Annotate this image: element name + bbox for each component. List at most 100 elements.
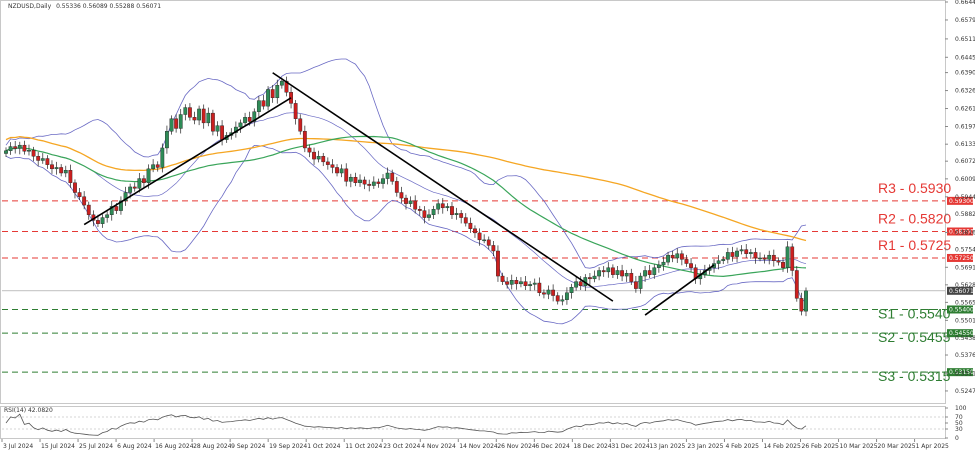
time-tick-label: 14 Nov 2024 xyxy=(459,443,498,450)
time-tick-label: 28 Aug 2024 xyxy=(193,443,232,450)
candle-body xyxy=(624,273,629,277)
price-tick-label: 0.56285 xyxy=(955,282,975,289)
candle-body xyxy=(790,246,795,271)
rsi-line xyxy=(5,413,807,436)
time-tick-label: 1 Oct 2024 xyxy=(307,443,340,450)
candle-body xyxy=(606,267,611,273)
candle-body xyxy=(794,270,799,299)
level-tag-text: 0.59300 xyxy=(949,198,974,205)
candle-body xyxy=(312,151,316,160)
candle-body xyxy=(45,158,50,165)
price-tick-label: 0.64455 xyxy=(955,54,975,61)
level-tag-text: 0.53150 xyxy=(949,369,974,376)
time-tick-label: 4 Feb 2025 xyxy=(725,443,759,450)
trendline xyxy=(644,264,715,316)
candle-body xyxy=(744,249,749,254)
candle-body xyxy=(31,149,36,157)
candle-body xyxy=(169,118,174,132)
candle-body xyxy=(293,103,298,119)
time-tick-label: 3 Jul 2024 xyxy=(3,443,33,450)
level-label-r1: R1 - 0.5725 xyxy=(878,237,951,253)
candle-body xyxy=(40,158,45,161)
candle-body xyxy=(146,168,151,183)
price-tick-label: 0.63905 xyxy=(955,70,975,77)
candle-body xyxy=(50,164,54,170)
candle-body xyxy=(454,213,459,215)
candle-body xyxy=(256,100,261,112)
candle-body xyxy=(210,112,215,132)
level-tag-s1 xyxy=(947,305,973,314)
time-tick-label: 9 Sep 2024 xyxy=(231,443,265,450)
level-tag-r1 xyxy=(947,253,973,262)
candle-body xyxy=(666,254,670,263)
candle-body xyxy=(321,156,326,163)
bollinger-middle xyxy=(5,112,807,288)
candle-body xyxy=(753,252,758,259)
candle-body xyxy=(371,181,376,186)
current-price-text: 0.56071 xyxy=(949,288,974,295)
level-tag-text: 0.57250 xyxy=(949,255,974,262)
candle-body xyxy=(137,178,142,189)
level-tag-s3 xyxy=(947,368,973,377)
candle-body xyxy=(542,292,546,295)
candle-body xyxy=(119,200,123,211)
candle-body xyxy=(597,270,602,277)
candle-body xyxy=(408,200,413,204)
time-tick-label: 18 Dec 2024 xyxy=(573,443,612,450)
candle-body xyxy=(574,281,579,288)
candle-body xyxy=(197,108,202,121)
candle-body xyxy=(537,282,542,293)
time-tick-label: 4 Nov 2024 xyxy=(421,443,456,450)
candle-body xyxy=(165,131,169,149)
candle-body xyxy=(486,239,491,246)
candle-body xyxy=(362,179,367,185)
candle-body xyxy=(13,146,18,149)
candle-body xyxy=(206,112,211,124)
candle-body xyxy=(417,209,422,211)
candle-body xyxy=(716,260,721,264)
candle-body xyxy=(54,167,59,170)
candle-body xyxy=(215,125,220,132)
candle-body xyxy=(633,281,638,289)
candle-body xyxy=(477,232,482,241)
candle-body xyxy=(652,267,657,275)
time-tick-label: 23 Jan 2025 xyxy=(687,443,723,450)
candle-body xyxy=(376,181,381,184)
candle-body xyxy=(201,108,206,124)
candle-body xyxy=(330,164,335,168)
candle-body xyxy=(220,125,224,140)
candle-body xyxy=(629,273,634,282)
candle-body xyxy=(427,214,431,218)
price-tick-label: 0.65115 xyxy=(955,36,975,43)
level-tag-s2 xyxy=(947,329,973,338)
candle-body xyxy=(601,270,606,273)
time-tick-label: 16 Aug 2024 xyxy=(155,443,194,450)
candle-body xyxy=(463,217,468,224)
level-tag-text: 0.55400 xyxy=(949,306,974,313)
candle-body xyxy=(27,149,31,152)
candle-body xyxy=(109,206,114,215)
candle-body xyxy=(339,168,344,174)
rsi-label: RSI(14) 42.0820 xyxy=(4,407,53,414)
candle-body xyxy=(279,80,284,86)
candle-body xyxy=(247,117,252,122)
ohlc-label: 0.55336 0.56089 0.55288 0.56071 xyxy=(56,3,161,10)
candle-body xyxy=(289,92,293,104)
time-tick-label: 1 Apr 2025 xyxy=(916,443,949,450)
candle-body xyxy=(528,284,533,287)
candle-body xyxy=(178,114,183,129)
time-tick-label: 26 Nov 2024 xyxy=(497,443,536,450)
candle-body xyxy=(500,275,505,282)
candle-body xyxy=(132,186,137,189)
candle-body xyxy=(735,250,739,257)
trendline xyxy=(272,72,614,302)
time-tick-label: 19 Sep 2024 xyxy=(269,443,307,450)
trendline xyxy=(83,97,292,226)
